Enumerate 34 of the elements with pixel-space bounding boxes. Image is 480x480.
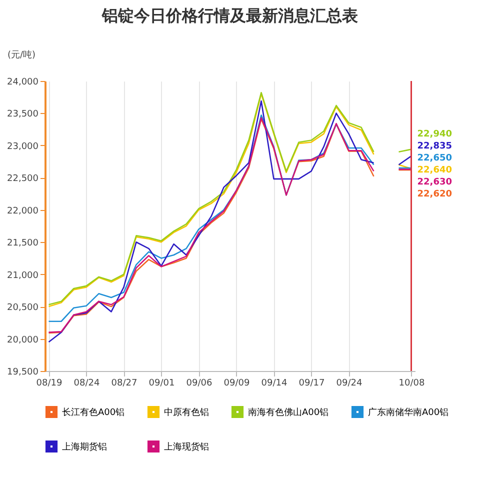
x-tick-label: 10/08 xyxy=(398,378,425,388)
y-tick-label: 23,500 xyxy=(7,110,39,120)
data-label: 22,650 xyxy=(417,154,452,164)
legend-label: 广东南储华南A00铝 xyxy=(368,406,449,418)
data-label: 22,640 xyxy=(417,166,452,176)
y-tick-label: 21,500 xyxy=(7,238,39,249)
y-tick-label: 24,000 xyxy=(7,78,39,88)
y-tick-label: 20,500 xyxy=(7,303,39,314)
x-tick-label: 09/14 xyxy=(261,378,288,388)
data-label: 22,835 xyxy=(417,142,452,152)
x-tick-label: 09/17 xyxy=(298,378,325,388)
chart-title: 铝锭今日价格行情及最新消息汇总表 xyxy=(101,6,359,25)
x-tick-label: 09/24 xyxy=(336,378,362,388)
x-tick-label: 09/09 xyxy=(224,378,250,388)
x-tick-label: 08/27 xyxy=(111,378,138,388)
data-label: 22,940 xyxy=(417,130,452,140)
x-tick-label: 08/24 xyxy=(74,378,100,388)
legend-label: 长江有色A00铝 xyxy=(62,406,125,418)
y-tick-label: 22,500 xyxy=(7,174,39,184)
y-tick-label: 19,500 xyxy=(7,368,39,378)
y-tick-label: 22,000 xyxy=(7,206,39,216)
legend-label: 中原有色铝 xyxy=(164,406,209,418)
data-label: 22,630 xyxy=(417,178,452,188)
y-tick-label: 21,000 xyxy=(7,270,39,281)
y-axis-title: (元/吨) xyxy=(8,50,36,60)
x-tick-label: 09/06 xyxy=(186,378,212,388)
x-tick-label: 08/19 xyxy=(36,378,62,388)
y-tick-label: 20,000 xyxy=(7,335,39,346)
legend-label: 上海现货铝 xyxy=(164,442,209,452)
legend-label: 上海期货铝 xyxy=(62,442,107,452)
legend-label: 南海有色佛山A00铝 xyxy=(248,406,329,418)
data-label: 22,620 xyxy=(417,190,452,200)
y-tick-label: 23,000 xyxy=(7,142,39,152)
x-tick-label: 09/01 xyxy=(148,378,175,388)
